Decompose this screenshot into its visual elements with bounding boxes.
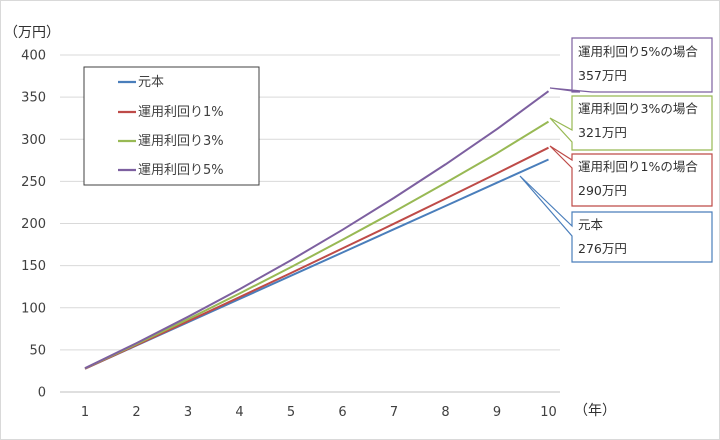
callout-principal-value: 276万円 xyxy=(578,241,627,256)
x-tick-label: 10 xyxy=(540,405,557,420)
x-tick-label: 8 xyxy=(441,405,449,420)
x-tick-label: 9 xyxy=(493,405,501,420)
y-tick-label: 250 xyxy=(21,175,46,190)
y-unit-label: （万円） xyxy=(4,25,60,41)
callout-3pct: 運用利回り3%の場合 321万円 xyxy=(549,95,713,151)
gridlines xyxy=(60,54,560,393)
x-tick-label: 6 xyxy=(338,405,346,420)
x-tick-label: 7 xyxy=(390,405,398,420)
legend: 元本 運用利回り1% 運用利回り3% 運用利回り5% xyxy=(83,66,260,186)
x-axis-ticks: 1 2 3 4 5 6 7 8 9 10 xyxy=(81,405,557,420)
y-tick-label: 300 xyxy=(21,133,46,148)
callout-3pct-value: 321万円 xyxy=(578,125,627,140)
y-tick-label: 400 xyxy=(21,49,46,64)
legend-label-1pct: 運用利回り1% xyxy=(138,105,224,120)
callout-5pct-title: 運用利回り5%の場合 xyxy=(578,44,698,59)
x-unit-label: （年） xyxy=(574,403,616,419)
y-axis-ticks: 0 50 100 150 200 250 300 350 400 xyxy=(21,49,46,401)
legend-label-3pct: 運用利回り3% xyxy=(138,134,224,149)
y-tick-label: 350 xyxy=(21,91,46,106)
callout-1pct-title: 運用利回り1%の場合 xyxy=(578,159,698,174)
callout-1pct-value: 290万円 xyxy=(578,183,627,198)
callout-5pct-value: 357万円 xyxy=(578,68,627,83)
callout-principal-title: 元本 xyxy=(578,217,604,232)
callout-5pct-box xyxy=(549,37,713,93)
y-tick-label: 0 xyxy=(38,386,46,401)
series-line-5pct xyxy=(84,90,550,370)
x-tick-label: 5 xyxy=(287,405,295,420)
callout-3pct-title: 運用利回り3%の場合 xyxy=(578,101,698,116)
x-tick-label: 3 xyxy=(184,405,192,420)
callout-principal-box xyxy=(519,175,713,263)
series-line-3pct xyxy=(84,120,550,370)
callout-1pct-box xyxy=(549,145,713,207)
x-tick-label: 4 xyxy=(235,405,243,420)
series-lines xyxy=(84,90,550,370)
callout-3pct-box xyxy=(549,95,713,151)
legend-label-principal: 元本 xyxy=(138,75,164,90)
x-tick-label: 1 xyxy=(81,405,89,420)
callout-5pct: 運用利回り5%の場合 357万円 xyxy=(549,37,713,93)
legend-label-5pct: 運用利回り5% xyxy=(138,163,224,178)
y-tick-label: 50 xyxy=(29,343,46,358)
y-tick-label: 150 xyxy=(21,259,46,274)
series-line-1pct xyxy=(84,146,549,370)
y-tick-label: 200 xyxy=(21,217,46,232)
callout-1pct: 運用利回り1%の場合 290万円 xyxy=(549,145,713,207)
callout-principal: 元本 276万円 xyxy=(519,175,713,263)
x-tick-label: 2 xyxy=(132,405,140,420)
legend-box xyxy=(83,66,260,186)
y-tick-label: 100 xyxy=(21,301,46,316)
